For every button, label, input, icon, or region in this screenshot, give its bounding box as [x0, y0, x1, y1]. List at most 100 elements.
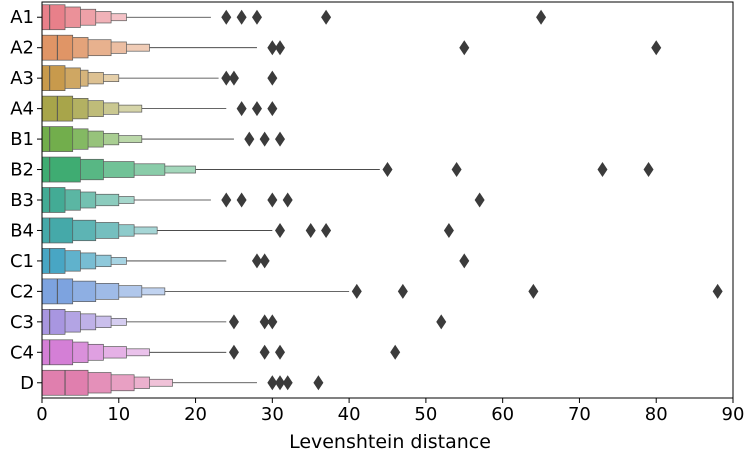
- outlier-marker: [390, 344, 401, 360]
- outlier-marker: [236, 101, 247, 117]
- boxen-c1: [41, 248, 470, 274]
- y-tick-label: C2: [10, 281, 34, 302]
- outlier-marker: [321, 222, 332, 238]
- outlier-marker: [267, 101, 278, 117]
- boxen-level-1: [41, 309, 66, 335]
- boxen-b1: [41, 126, 286, 152]
- y-tick-label: C1: [10, 251, 34, 272]
- outlier-marker: [244, 131, 255, 147]
- outlier-marker: [228, 314, 239, 330]
- boxen-level-1: [41, 65, 66, 91]
- outlier-marker: [228, 70, 239, 86]
- boxen-c3: [41, 309, 447, 335]
- outlier-marker: [236, 9, 247, 25]
- outlier-marker: [221, 9, 232, 25]
- x-tick-label: 50: [414, 404, 437, 425]
- outlier-marker: [259, 131, 270, 147]
- outlier-marker: [351, 283, 362, 299]
- x-tick-label: 70: [568, 404, 591, 425]
- outlier-marker: [259, 314, 270, 330]
- boxen-b4: [41, 217, 454, 244]
- outlier-marker: [275, 344, 286, 360]
- boxen-level-1: [41, 339, 74, 366]
- y-tick-label: A4: [10, 99, 34, 120]
- outlier-marker: [712, 283, 723, 299]
- outlier-marker: [528, 283, 539, 299]
- boxen-level-1: [41, 126, 74, 152]
- x-tick-label: 80: [645, 404, 668, 425]
- outlier-marker: [267, 192, 278, 208]
- boxen-level-1: [41, 217, 74, 244]
- outlier-marker: [536, 9, 547, 25]
- y-tick-label: B2: [10, 160, 34, 181]
- outlier-marker: [459, 253, 470, 269]
- plot-area: [41, 4, 723, 396]
- outlier-marker: [251, 101, 262, 117]
- plot-frame: [41, 1, 734, 399]
- boxen-b2: [41, 156, 654, 183]
- outlier-marker: [221, 70, 232, 86]
- y-tick-label: A2: [10, 38, 34, 59]
- x-tick-label: 10: [107, 404, 130, 425]
- outlier-marker: [436, 314, 447, 330]
- outlier-marker: [651, 40, 662, 56]
- outlier-marker: [275, 131, 286, 147]
- x-tick-label: 40: [338, 404, 361, 425]
- outlier-marker: [275, 222, 286, 238]
- boxen-level-1: [41, 248, 66, 274]
- boxen-d: [41, 369, 324, 396]
- x-tick-label: 0: [36, 404, 47, 425]
- boxen-c4: [41, 339, 401, 366]
- outlier-marker: [597, 162, 608, 178]
- outlier-marker: [643, 162, 654, 178]
- boxen-a4: [41, 95, 278, 122]
- y-tick-label: A3: [10, 68, 34, 89]
- outlier-marker: [459, 40, 470, 56]
- x-tick-label: 20: [184, 404, 207, 425]
- outlier-marker: [305, 222, 316, 238]
- outlier-marker: [443, 222, 454, 238]
- boxen-b3: [41, 187, 485, 213]
- outlier-marker: [221, 192, 232, 208]
- x-axis: 0 10 20 30 40 50 60 70 80 90: [36, 398, 744, 425]
- outlier-marker: [267, 40, 278, 56]
- y-tick-label: B4: [10, 220, 34, 241]
- boxen-level-1: [41, 4, 66, 31]
- boxen-a3: [41, 65, 278, 91]
- y-tick-label: B3: [10, 190, 34, 211]
- outlier-marker: [275, 375, 286, 391]
- y-tick-label: C3: [10, 312, 34, 333]
- x-tick-label: 30: [261, 404, 284, 425]
- x-tick-label: 60: [491, 404, 514, 425]
- outlier-marker: [382, 162, 393, 178]
- y-tick-label: B1: [10, 129, 34, 150]
- outlier-marker: [282, 375, 293, 391]
- outlier-marker: [313, 375, 324, 391]
- outlier-marker: [228, 344, 239, 360]
- boxen-a1: [41, 4, 547, 31]
- outlier-marker: [267, 70, 278, 86]
- x-tick-label: 90: [722, 404, 745, 425]
- outlier-marker: [282, 192, 293, 208]
- boxen-a2: [41, 34, 662, 61]
- y-tick-label: D: [20, 373, 34, 394]
- outlier-marker: [275, 40, 286, 56]
- outlier-marker: [397, 283, 408, 299]
- boxen-level-1: [41, 156, 81, 183]
- outlier-marker: [259, 253, 270, 269]
- outlier-marker: [251, 9, 262, 25]
- y-tick-label: C4: [10, 342, 34, 363]
- y-axis: A1 A2 A3 A4 B1 B2 B3 B4 C1 C2 C3 C4 D: [10, 7, 42, 394]
- boxen-level-1: [41, 187, 66, 213]
- outlier-marker: [321, 9, 332, 25]
- outlier-marker: [451, 162, 462, 178]
- x-axis-label: Levenshtein distance: [289, 431, 491, 453]
- boxen-c2: [41, 278, 723, 305]
- outlier-marker: [474, 192, 485, 208]
- outlier-marker: [236, 192, 247, 208]
- y-tick-label: A1: [10, 7, 34, 28]
- outlier-marker: [251, 253, 262, 269]
- outlier-marker: [259, 344, 270, 360]
- outlier-marker: [267, 375, 278, 391]
